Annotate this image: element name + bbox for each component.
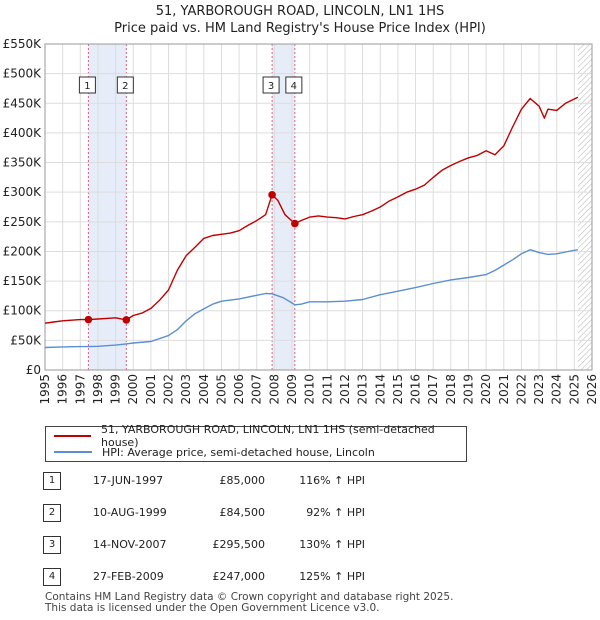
sale-price: £84,500 — [219, 506, 266, 519]
x-tick-label: 2024 — [550, 374, 564, 405]
x-tick-label: 2021 — [497, 374, 511, 405]
x-tick-label: 2009 — [285, 374, 299, 405]
footer-line-copyright: Contains HM Land Registry data © Crown c… — [45, 591, 454, 603]
x-tick-label: 2008 — [267, 374, 281, 405]
x-tick-label: 2004 — [197, 374, 211, 405]
x-tick-label: 2006 — [232, 374, 246, 405]
sale-hpi-change: 125% ↑ HPI — [299, 570, 365, 583]
y-tick-label: £550K — [3, 37, 43, 51]
x-tick-label: 2003 — [179, 374, 193, 405]
sale-hpi-change: 116% ↑ HPI — [299, 474, 365, 487]
x-tick-label: 1996 — [56, 374, 70, 405]
sale-number-badge: 2 — [43, 504, 61, 522]
sale-hpi-change: 130% ↑ HPI — [299, 538, 365, 551]
legend-item-property: 51, YARBOROUGH ROAD, LINCOLN, LN1 1HS (s… — [54, 423, 466, 449]
sale-point — [268, 191, 276, 199]
x-tick-label: 2025 — [567, 374, 581, 405]
sale-number-badge: 4 — [43, 568, 61, 586]
x-tick-label: 2012 — [338, 374, 352, 405]
y-tick-label: £0 — [26, 363, 41, 377]
sale-label-box — [285, 76, 303, 94]
y-tick-label: £150K — [3, 274, 43, 288]
y-tick-label: £350K — [3, 156, 43, 170]
sale-price: £247,000 — [212, 570, 266, 583]
sale-date: 10-AUG-1999 — [93, 506, 167, 519]
x-tick-label: 2010 — [303, 374, 317, 405]
y-tick-label: £500K — [3, 67, 43, 81]
shaded-range — [88, 44, 127, 370]
sale-date: 27-FEB-2009 — [93, 570, 164, 583]
property-price-line — [44, 96, 579, 324]
x-tick-label: 1995 — [38, 374, 52, 405]
sale-date: 17-JUN-1997 — [93, 474, 164, 487]
x-tick-label: 2017 — [426, 374, 440, 405]
forecast-hatch — [577, 44, 592, 370]
sale-row: 4 27-FEB-2009 £247,000 125% ↑ HPI — [43, 568, 463, 586]
sale-point — [291, 219, 299, 228]
sale-label: 1 — [84, 81, 90, 92]
sale-label: 2 — [122, 81, 128, 92]
sale-number-badge: 1 — [43, 472, 61, 490]
sale-point — [84, 315, 93, 324]
x-tick-label: 2022 — [514, 374, 528, 405]
x-tick-label: 2015 — [391, 374, 405, 405]
sale-row: 1 17-JUN-1997 £85,000 116% ↑ HPI — [43, 472, 463, 490]
x-tick-label: 2007 — [250, 374, 264, 405]
x-tick-label: 1998 — [91, 374, 105, 405]
legend-label-hpi: HPI: Average price, semi-detached house,… — [102, 445, 375, 459]
chart-subtitle: Price paid vs. HM Land Registry's House … — [114, 21, 486, 36]
legend-swatch-property — [54, 435, 92, 437]
y-tick-label: £250K — [3, 215, 43, 229]
sale-label: 4 — [291, 81, 297, 92]
hpi-line — [44, 248, 579, 349]
sale-date: 14-NOV-2007 — [93, 538, 167, 551]
y-tick-label: £300K — [3, 185, 43, 199]
footer-line-licence: This data is licensed under the Open Gov… — [45, 602, 380, 614]
plot-area — [45, 44, 592, 370]
sale-hpi-change: 92% ↑ HPI — [306, 506, 365, 519]
x-tick-label: 2013 — [356, 374, 370, 405]
chart-legend: 51, YARBOROUGH ROAD, LINCOLN, LN1 1HS (s… — [45, 423, 467, 462]
x-tick-label: 2011 — [320, 374, 334, 405]
x-tick-label: 2018 — [444, 374, 458, 405]
price-chart: £0 £50K £100K £150K £200K £250K £300K £350K £400… — [3, 37, 599, 405]
y-tick-label: £450K — [3, 96, 43, 110]
x-tick-label: 2001 — [144, 374, 158, 405]
sale-row: 2 10-AUG-1999 £84,500 92% ↑ HPI — [43, 504, 463, 522]
x-tick-label: 2000 — [126, 374, 140, 405]
x-tick-label: 2016 — [409, 374, 423, 405]
legend-item-hpi: HPI: Average price, semi-detached house,… — [54, 445, 375, 459]
x-tick-label: 2019 — [461, 374, 475, 405]
y-tick-label: £50K — [10, 333, 42, 347]
x-tick-label: 2014 — [373, 374, 387, 405]
x-tick-label: 2026 — [585, 374, 599, 405]
x-tick-label: 2023 — [532, 374, 546, 405]
x-tick-label: 2020 — [479, 374, 493, 405]
sale-point — [122, 316, 131, 324]
sale-number-badge: 3 — [43, 536, 61, 554]
shaded-range — [272, 44, 295, 370]
x-tick-label: 1999 — [109, 374, 123, 405]
x-tick-label: 2005 — [214, 374, 228, 405]
sale-label-box — [78, 76, 96, 94]
sale-row: 3 14-NOV-2007 £295,500 130% ↑ HPI — [43, 536, 463, 554]
y-tick-label: £100K — [3, 304, 43, 318]
plot-border — [44, 43, 593, 371]
chart-title: 51, YARBOROUGH ROAD, LINCOLN, LN1 1HS — [155, 4, 445, 19]
x-tick-label: 2002 — [162, 374, 176, 405]
sale-label: 3 — [268, 81, 274, 92]
sale-label-box — [116, 76, 134, 94]
sale-label-box — [262, 76, 280, 94]
sale-price: £295,500 — [212, 538, 266, 551]
sale-price: £85,000 — [219, 474, 266, 487]
y-tick-label: £400K — [3, 126, 43, 140]
legend-swatch-hpi — [54, 451, 92, 453]
y-tick-label: £200K — [3, 244, 43, 258]
footer-note: Contains HM Land Registry data © Crown c… — [45, 592, 453, 614]
x-tick-label: 1997 — [73, 374, 87, 405]
legend-label-property: 51, YARBOROUGH ROAD, LINCOLN, LN1 1HS (s… — [101, 423, 435, 449]
